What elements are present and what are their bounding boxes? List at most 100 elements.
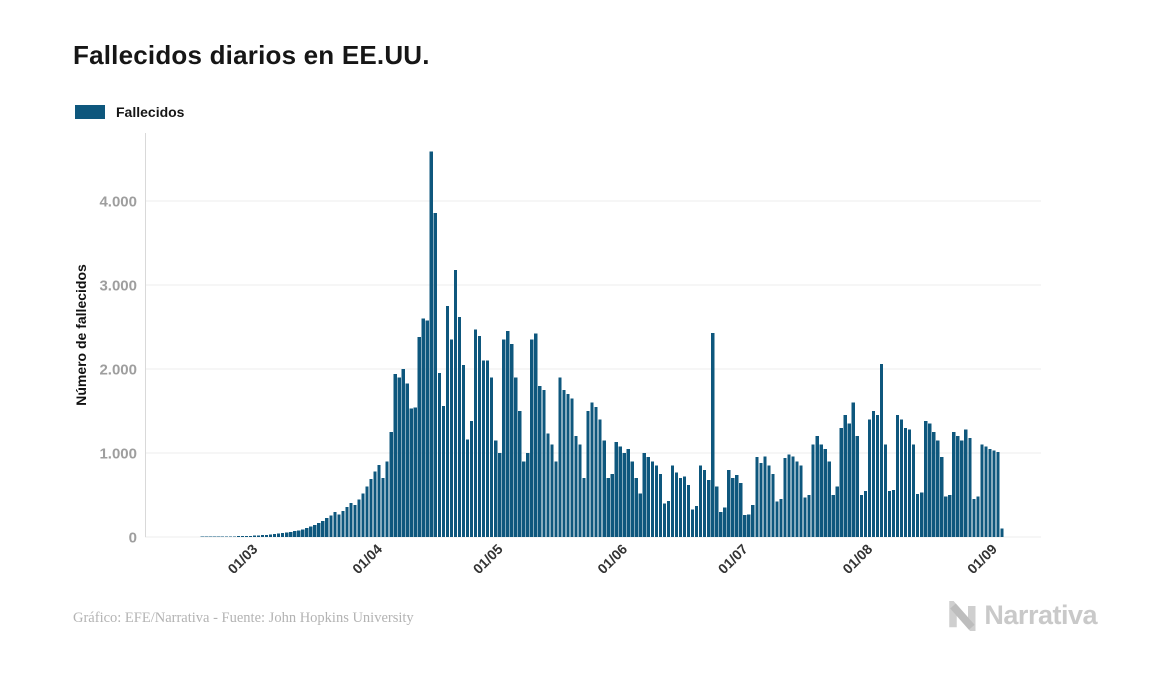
bar [481,360,486,537]
bar [610,474,614,537]
bar [839,427,843,537]
bar [268,534,273,537]
bar [883,444,888,537]
bar [417,337,421,537]
bar [650,461,654,537]
bar [940,457,944,537]
bar [441,405,445,537]
bar [666,500,671,537]
bar [944,496,948,537]
bar [586,411,590,537]
brand: Narrativa [948,600,1097,631]
bar [827,461,831,537]
bar [799,465,803,537]
bar [313,524,317,537]
bar [614,442,618,537]
bar [244,535,249,537]
bar [875,415,880,537]
bar [522,461,526,537]
bar [309,526,313,537]
bar [365,486,369,537]
bar [293,531,297,537]
bar [550,444,554,537]
bar [887,490,892,537]
bar [542,390,546,537]
bar [819,444,823,537]
bar [389,432,393,537]
bar [570,398,574,537]
bar [928,423,932,537]
bar [465,439,470,537]
bar [634,478,638,537]
bar [811,444,815,537]
bar [891,489,896,537]
bar [932,432,936,537]
chart-credit: Gráfico: EFE/Narrativa - Fuente: John Ho… [73,610,414,626]
bar [502,339,506,537]
bar [719,511,723,537]
bar [514,377,518,537]
bar [345,507,349,537]
bar [353,505,357,537]
bar [747,514,751,537]
bar [578,444,582,537]
bar [433,212,437,537]
bar [988,448,992,537]
bar [847,423,851,537]
y-tick-label: 0 [129,530,137,547]
bar [996,452,1000,537]
bar [670,465,675,537]
bar [526,453,530,537]
bar [911,444,916,537]
bar [960,440,964,537]
bar [916,494,920,537]
bar [936,440,940,537]
bar [393,374,397,537]
x-tick-label: 01/07 [715,541,751,577]
bar [260,535,265,537]
bar [678,478,683,537]
bar [690,509,695,537]
bar [895,415,900,537]
bar [903,427,908,537]
bar [385,461,389,537]
bar [510,343,514,537]
bar [964,429,968,537]
bar [574,436,578,537]
bar [369,479,373,537]
bar [698,465,703,537]
bar [498,453,502,537]
bar [405,383,409,537]
bar [727,469,731,537]
bar [622,453,626,537]
bar [968,437,972,537]
bar [377,464,381,537]
bar [341,510,345,537]
bar [731,478,735,537]
bar [707,479,711,537]
bar [381,478,385,537]
bar [618,446,622,537]
bar [305,528,309,537]
bar [686,484,691,537]
bar [490,377,494,537]
bar [582,478,586,537]
bar [735,474,739,537]
x-tick-label: 01/08 [839,541,875,577]
bar [506,331,510,537]
bar [277,533,281,537]
bar [220,536,224,537]
legend-swatch [75,105,105,119]
bar [534,333,538,537]
bar [457,316,462,537]
bar [763,456,767,537]
bar [779,499,783,537]
bar [248,535,253,537]
bar [767,465,771,537]
bar [759,463,763,537]
bar [626,448,630,537]
bar [743,515,747,537]
bar [413,407,417,537]
bar [301,529,305,537]
bar [787,454,791,537]
